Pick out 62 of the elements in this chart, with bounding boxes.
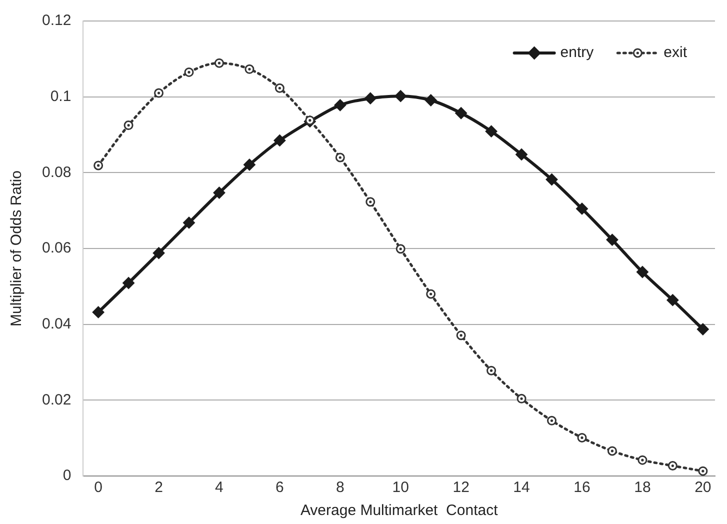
point <box>122 277 135 290</box>
point <box>366 197 376 207</box>
point <box>516 394 526 404</box>
x-tick-label: 16 <box>574 479 590 496</box>
x-tick-label: 6 <box>276 479 284 496</box>
x-tick-label: 2 <box>154 479 163 496</box>
x-tick-label: 18 <box>634 479 651 496</box>
point <box>668 461 678 471</box>
x-tick-label: 8 <box>336 479 344 496</box>
point <box>576 202 588 215</box>
x-tick-label: 0 <box>94 479 102 496</box>
y-tick-label: 0.06 <box>42 240 72 257</box>
y-tick-label: 0.02 <box>42 391 72 408</box>
x-tick-label: 4 <box>215 479 224 496</box>
point <box>213 186 226 199</box>
point <box>364 92 376 104</box>
point <box>485 125 498 138</box>
y-tick-label: 0.08 <box>42 164 72 181</box>
point <box>244 64 254 74</box>
point <box>698 466 708 476</box>
x-tick-label: 10 <box>392 479 409 496</box>
point <box>396 244 406 254</box>
point <box>214 58 224 68</box>
point <box>424 94 437 106</box>
point <box>455 107 468 120</box>
point <box>92 306 104 318</box>
point <box>274 134 286 146</box>
x-axis-title: Average Multimarket Contact <box>300 502 499 520</box>
y-axis-title: Multiplier of Odds Ratio <box>8 170 26 326</box>
point <box>696 323 709 336</box>
point <box>486 366 496 376</box>
point <box>607 446 617 456</box>
point <box>184 67 194 77</box>
point <box>183 216 195 229</box>
point <box>94 160 104 170</box>
point <box>666 294 679 306</box>
x-tick-label: 12 <box>452 479 470 496</box>
legend-label: exit <box>664 44 688 62</box>
point <box>335 152 345 162</box>
point <box>243 158 256 171</box>
point <box>638 455 648 465</box>
point <box>456 330 466 340</box>
x-tick-label: 20 <box>694 479 712 496</box>
point <box>152 247 165 260</box>
x-tick-label: 14 <box>513 479 530 496</box>
legend-label: entry <box>560 44 594 62</box>
point <box>274 83 284 93</box>
y-tick-label: 0.12 <box>42 12 72 30</box>
point <box>606 234 618 246</box>
y-tick-label: 0 <box>62 467 72 484</box>
point <box>154 88 164 98</box>
point <box>577 432 587 442</box>
point <box>636 266 648 278</box>
point <box>124 120 134 130</box>
y-tick-label: 0.1 <box>50 88 72 105</box>
point <box>394 90 407 102</box>
point <box>547 416 557 426</box>
point <box>546 173 558 186</box>
y-tick-label: 0.04 <box>42 315 72 332</box>
point <box>516 148 528 160</box>
point <box>334 99 346 112</box>
point <box>426 289 436 299</box>
